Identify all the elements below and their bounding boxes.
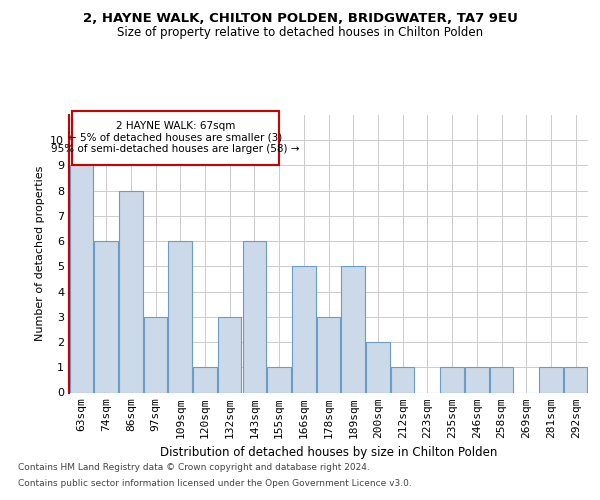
Text: 2, HAYNE WALK, CHILTON POLDEN, BRIDGWATER, TA7 9EU: 2, HAYNE WALK, CHILTON POLDEN, BRIDGWATE…	[83, 12, 517, 26]
Text: Contains public sector information licensed under the Open Government Licence v3: Contains public sector information licen…	[18, 478, 412, 488]
Bar	[292, 266, 316, 392]
Bar	[490, 368, 513, 392]
Bar	[539, 368, 563, 392]
Bar	[193, 368, 217, 392]
Bar	[94, 241, 118, 392]
Bar	[465, 368, 488, 392]
Bar	[440, 368, 464, 392]
Bar	[341, 266, 365, 392]
X-axis label: Distribution of detached houses by size in Chilton Polden: Distribution of detached houses by size …	[160, 446, 497, 459]
Bar	[242, 241, 266, 392]
Bar	[218, 317, 241, 392]
Text: Contains HM Land Registry data © Crown copyright and database right 2024.: Contains HM Land Registry data © Crown c…	[18, 464, 370, 472]
Bar	[169, 241, 192, 392]
Text: 2 HAYNE WALK: 67sqm
← 5% of detached houses are smaller (3)
95% of semi-detached: 2 HAYNE WALK: 67sqm ← 5% of detached hou…	[51, 122, 299, 154]
Bar	[564, 368, 587, 392]
Bar	[268, 368, 291, 392]
Bar	[144, 317, 167, 392]
Text: Size of property relative to detached houses in Chilton Polden: Size of property relative to detached ho…	[117, 26, 483, 39]
Y-axis label: Number of detached properties: Number of detached properties	[35, 166, 44, 342]
Bar	[70, 166, 93, 392]
Bar	[317, 317, 340, 392]
Bar	[366, 342, 389, 392]
Bar	[391, 368, 415, 392]
Bar	[119, 190, 143, 392]
